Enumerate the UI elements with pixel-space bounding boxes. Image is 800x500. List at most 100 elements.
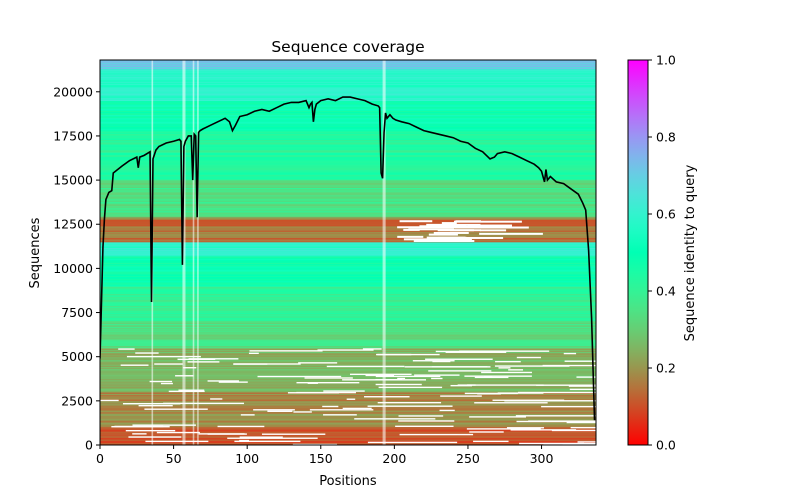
heatmap-row xyxy=(100,346,596,349)
colorbar-tick-label: 0.0 xyxy=(656,438,676,453)
heatmap-row xyxy=(100,111,596,114)
coverage-gap xyxy=(453,220,522,223)
heatmap-row xyxy=(100,371,596,374)
coverage-gap xyxy=(484,376,493,378)
coverage-gap xyxy=(175,375,194,377)
coverage-gap xyxy=(474,402,548,404)
coverage-gap xyxy=(233,363,301,365)
heatmap-row xyxy=(100,235,596,238)
heatmap-row xyxy=(100,313,596,316)
coverage-gap xyxy=(187,361,220,363)
heatmap-row xyxy=(100,384,596,387)
heatmap-row xyxy=(100,338,596,340)
coverage-gap xyxy=(154,363,183,365)
y-tick-label: 5000 xyxy=(61,349,93,364)
heatmap-row xyxy=(100,289,596,292)
coverage-gap xyxy=(398,420,455,422)
coverage-gap xyxy=(467,224,513,227)
heatmap-row xyxy=(100,236,596,239)
heatmap-row xyxy=(100,386,596,389)
coverage-gap xyxy=(473,440,509,443)
heatmap-row xyxy=(100,387,596,390)
heatmap-row xyxy=(100,270,596,272)
y-tick-label: 10000 xyxy=(53,261,93,276)
heatmap-row xyxy=(100,438,596,441)
coverage-gap xyxy=(414,374,460,376)
heatmap-row xyxy=(100,240,596,243)
coverage-gap xyxy=(518,391,596,394)
coverage-gap xyxy=(375,383,422,386)
chart-title: Sequence coverage xyxy=(271,38,424,56)
heatmap-row xyxy=(100,181,596,183)
heatmap-row xyxy=(100,262,596,265)
heatmap-row xyxy=(100,291,596,294)
heatmap-row xyxy=(100,211,596,214)
heatmap-row xyxy=(100,410,596,412)
heatmap-row xyxy=(100,276,596,278)
heatmap-row xyxy=(100,65,596,68)
heatmap-row xyxy=(100,147,596,149)
coverage-line xyxy=(100,96,596,421)
coverage-gap xyxy=(118,348,135,350)
heatmap-row xyxy=(100,238,596,241)
heatmap-row xyxy=(100,189,596,192)
coverage-gap xyxy=(480,229,507,232)
heatmap-row xyxy=(100,257,596,259)
heatmap-row xyxy=(100,370,596,373)
heatmap-row xyxy=(100,75,596,77)
y-tick-label: 0 xyxy=(85,438,93,453)
coverage-gap xyxy=(576,376,596,378)
heatmap-row xyxy=(100,70,596,73)
heatmap-row xyxy=(100,275,596,277)
heatmap-row xyxy=(100,335,596,337)
coverage-gap xyxy=(399,220,433,223)
heatmap-row xyxy=(100,329,596,332)
heatmap-row xyxy=(100,302,596,304)
heatmap-row xyxy=(100,352,596,355)
heatmap-row xyxy=(100,78,596,80)
heatmap-row xyxy=(100,388,596,391)
coverage-gap xyxy=(506,427,545,429)
coverage-gap xyxy=(375,375,441,378)
coverage-gap xyxy=(450,384,473,387)
y-tick-label: 15000 xyxy=(53,173,93,188)
coverage-gap xyxy=(435,350,469,353)
heatmap-row xyxy=(100,294,596,297)
heatmap-row xyxy=(100,72,596,74)
heatmap-row xyxy=(100,419,596,422)
heatmap-row xyxy=(100,415,596,418)
heatmap-row xyxy=(100,435,596,437)
heatmap-row xyxy=(100,288,596,290)
heatmap-row xyxy=(100,268,596,270)
coverage-gap xyxy=(239,439,250,442)
heatmap-row xyxy=(100,84,596,87)
coverage-gap xyxy=(494,365,570,367)
coverage-gap xyxy=(296,391,356,394)
heatmap-row xyxy=(100,92,596,94)
heatmap-row xyxy=(100,428,596,430)
heatmap-row xyxy=(100,76,596,78)
heatmap-row xyxy=(100,118,596,121)
heatmap-row xyxy=(100,287,596,289)
heatmap-row xyxy=(100,269,596,271)
coverage-gap xyxy=(210,398,223,400)
heatmap-row xyxy=(100,431,596,433)
heatmap-row xyxy=(100,210,596,213)
heatmap-row xyxy=(100,239,596,242)
heatmap-row xyxy=(100,337,596,339)
heatmap-row xyxy=(100,290,596,293)
heatmap-row xyxy=(100,252,596,255)
coverage-gap xyxy=(440,395,482,397)
coverage-gap xyxy=(364,396,410,398)
coverage-gap xyxy=(267,410,293,412)
heatmap-row xyxy=(100,73,596,75)
heatmap-row xyxy=(100,321,596,323)
heatmap-row xyxy=(100,166,596,168)
heatmap-row xyxy=(100,158,596,161)
heatmap-row xyxy=(100,190,596,193)
x-tick-label: 0 xyxy=(96,451,104,466)
colorbar-tick-label: 0.6 xyxy=(656,207,676,222)
coverage-gap xyxy=(412,360,455,362)
heatmap-row xyxy=(100,306,596,308)
heatmap-row xyxy=(100,135,596,138)
